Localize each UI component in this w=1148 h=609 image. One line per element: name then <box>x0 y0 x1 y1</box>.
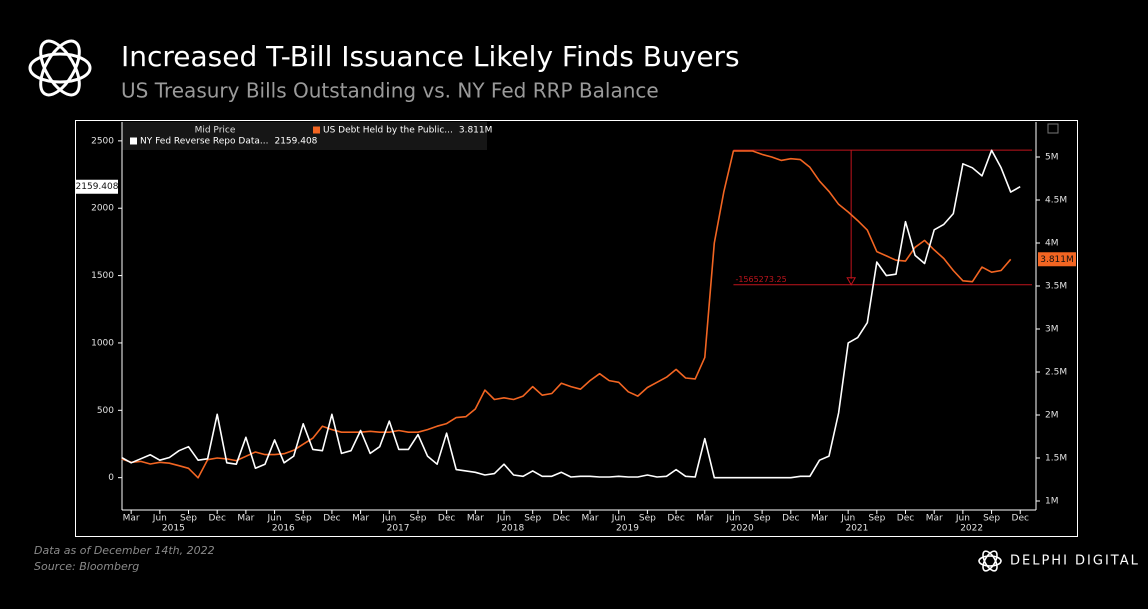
series-line <box>121 149 1021 479</box>
y-tick-label: 2500 <box>91 136 114 146</box>
legend-value: 3.811M <box>459 126 493 136</box>
legend-value: 2159.408 <box>274 137 317 147</box>
footer-note: Data as of December 14th, 2022 <box>34 544 215 557</box>
x-tick-label: Mar <box>123 514 140 524</box>
y2-tick-label: 5M <box>1045 153 1059 163</box>
x-year-label: 2021 <box>845 524 868 534</box>
x-tick-label: Dec <box>553 514 570 524</box>
series-line <box>121 150 1012 479</box>
legend-swatch <box>313 126 320 134</box>
x-tick-label: Dec <box>1012 514 1029 524</box>
x-tick-label: Sep <box>409 514 426 524</box>
panel-icon <box>1047 123 1059 134</box>
y-tick-label: 2000 <box>91 204 114 214</box>
x-tick-label: Mar <box>811 514 828 524</box>
x-tick-label: Dec <box>667 514 684 524</box>
legend-label: US Debt Held by the Public... <box>323 126 453 136</box>
x-tick-label: Dec <box>438 514 455 524</box>
subtitle: US Treasury Bills Outstanding vs. NY Fed… <box>121 79 659 103</box>
y2-tick-label: 2M <box>1045 410 1059 420</box>
x-tick-label: Jun <box>725 514 740 524</box>
y2-tick-label: 3.5M <box>1045 281 1067 291</box>
x-tick-label: Dec <box>323 514 340 524</box>
x-tick-label: Sep <box>524 514 541 524</box>
last-value-label: 2159.408 <box>76 182 119 192</box>
y-tick-label: 0 <box>108 473 114 483</box>
x-year-label: 2017 <box>387 524 410 534</box>
x-tick-label: Mar <box>352 514 369 524</box>
x-tick-label: Jun <box>496 514 511 524</box>
annotation-label: -1565273.25 <box>735 275 786 284</box>
y2-tick-label: 1.5M <box>1045 453 1067 463</box>
y-tick-label: 500 <box>97 406 114 416</box>
legend-header: Mid Price <box>195 126 236 136</box>
x-year-label: 2015 <box>162 524 185 534</box>
x-tick-label: Sep <box>180 514 197 524</box>
x-tick-label: Jun <box>152 514 167 524</box>
x-year-label: 2018 <box>501 524 524 534</box>
x-year-label: 2020 <box>731 524 754 534</box>
x-year-label: 2022 <box>960 524 983 534</box>
logo <box>28 39 92 97</box>
x-tick-label: Jun <box>381 514 396 524</box>
x-tick-label: Jun <box>267 514 282 524</box>
x-tick-label: Mar <box>582 514 599 524</box>
title: Increased T-Bill Issuance Likely Finds B… <box>121 40 740 73</box>
legend-swatch <box>130 137 137 145</box>
y2-tick-label: 2.5M <box>1045 367 1067 377</box>
y2-tick-label: 1M <box>1045 496 1059 506</box>
x-tick-label: Dec <box>897 514 914 524</box>
footer-source: Source: Bloomberg <box>34 560 139 573</box>
x-tick-label: Mar <box>696 514 713 524</box>
x-tick-label: Mar <box>926 514 943 524</box>
y2-tick-label: 3M <box>1045 324 1059 334</box>
y-tick-label: 1500 <box>91 271 114 281</box>
x-tick-label: Mar <box>467 514 484 524</box>
legend-label: NY Fed Reverse Repo Data... <box>140 137 268 147</box>
y2-tick-label: 4.5M <box>1045 196 1067 206</box>
x-tick-label: Jun <box>955 514 970 524</box>
last-value-box <box>1038 252 1076 267</box>
y2-tick-label: 4M <box>1045 239 1059 249</box>
x-tick-label: Sep <box>639 514 656 524</box>
x-year-label: 2016 <box>272 524 295 534</box>
brand-logo <box>978 550 1002 572</box>
last-value-label: 3.811M <box>1040 255 1074 265</box>
brand: DELPHI DIGITAL <box>1010 554 1140 569</box>
x-tick-label: Jun <box>611 514 626 524</box>
y-tick-label: 1000 <box>91 338 114 348</box>
last-value-box <box>76 179 118 194</box>
x-tick-label: Sep <box>983 514 1000 524</box>
x-tick-label: Sep <box>754 514 771 524</box>
annotation-arrowhead <box>846 277 857 286</box>
x-tick-label: Sep <box>868 514 885 524</box>
x-tick-label: Sep <box>295 514 312 524</box>
x-year-label: 2019 <box>616 524 639 534</box>
x-tick-label: Mar <box>237 514 254 524</box>
x-tick-label: Dec <box>782 514 799 524</box>
legend-box <box>122 122 487 150</box>
x-tick-label: Jun <box>840 514 855 524</box>
chart-panel <box>75 120 1078 537</box>
x-tick-label: Dec <box>208 514 225 524</box>
